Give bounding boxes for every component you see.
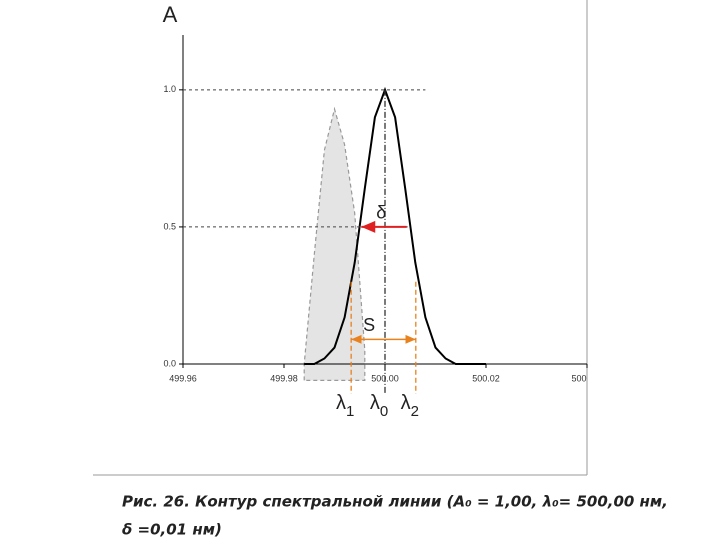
plot: 0.00.51.0499.96499.98500.00500.02500λ1λ0… xyxy=(163,35,588,420)
arrow-label: S xyxy=(363,315,375,335)
marker-subscript: 2 xyxy=(411,403,419,420)
marker-symbol: λ xyxy=(336,392,346,414)
x-tick-label: 499.96 xyxy=(169,373,197,383)
marker-label: λ0 xyxy=(370,392,388,420)
marker-label: λ2 xyxy=(401,392,419,420)
marker-label: λ1 xyxy=(336,392,354,420)
y-axis-label: A xyxy=(163,2,178,27)
marker-symbol: λ xyxy=(370,392,380,414)
marker-subscript: 0 xyxy=(380,403,388,420)
y-tick-label: 0.5 xyxy=(163,221,176,231)
caption-line: Рис. 26. Контур спектральной линии (A₀ =… xyxy=(122,493,668,511)
y-tick-label: 1.0 xyxy=(163,84,176,94)
x-tick-label: 499.98 xyxy=(270,373,298,383)
caption-line: δ =0,01 нм) xyxy=(122,521,222,539)
x-tick-label: 500.02 xyxy=(472,373,500,383)
marker-symbol: λ xyxy=(401,392,411,414)
area xyxy=(303,106,366,381)
x-tick-label: 500 xyxy=(571,373,586,383)
arrow-label: δ xyxy=(376,203,386,223)
y-tick-label: 0.0 xyxy=(163,358,176,368)
marker-subscript: 1 xyxy=(346,403,354,420)
